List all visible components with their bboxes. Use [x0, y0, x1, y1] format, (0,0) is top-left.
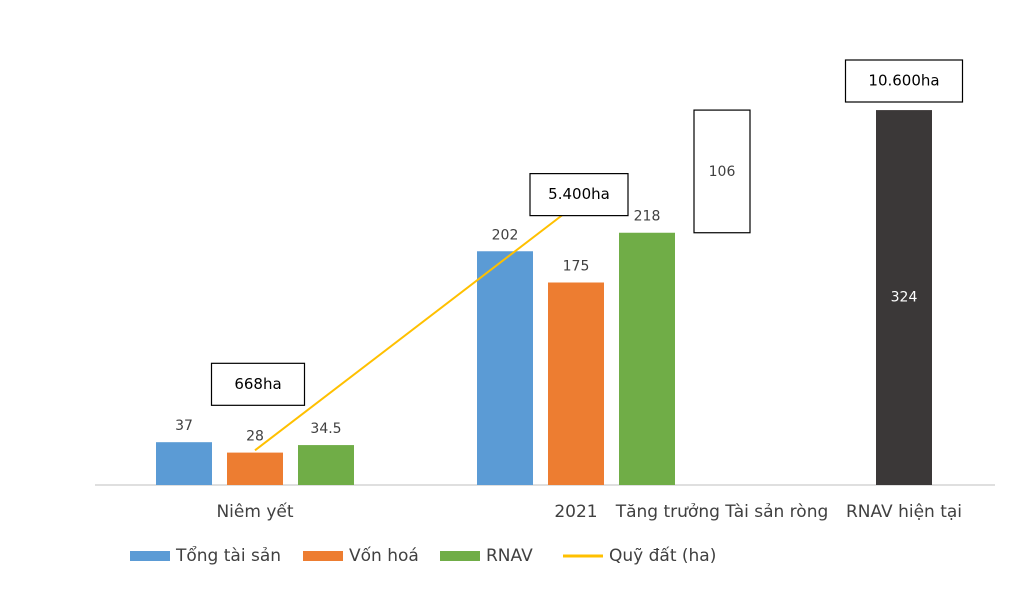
bar: [619, 232, 675, 485]
data-label: 106: [709, 164, 736, 180]
data-label: 5.400ha: [548, 185, 610, 203]
bar: [477, 251, 533, 485]
label-box: [844, 59, 964, 103]
bar: [156, 442, 212, 485]
bar: [548, 282, 604, 485]
data-label: 218: [634, 209, 661, 225]
data-label: 668ha: [234, 375, 281, 393]
waterfall-step: [693, 109, 751, 234]
data-label: 175: [563, 259, 590, 275]
legend-label: Quỹ đất (ha): [609, 545, 716, 566]
data-label: 10.600ha: [868, 72, 939, 90]
bar: [298, 445, 354, 485]
x-tick-label: 2021: [554, 502, 597, 522]
data-label: 202: [492, 227, 519, 243]
bar: [227, 452, 283, 485]
data-label: 324: [891, 290, 918, 306]
x-tick-label: Tăng trưởng Tài sản ròng: [615, 502, 829, 522]
waterfall-total: [876, 110, 932, 485]
label-box: [210, 362, 306, 406]
legend-label: RNAV: [486, 546, 533, 566]
legend-swatch: [440, 551, 480, 561]
x-tick-label: RNAV hiện tại: [846, 502, 962, 522]
x-tick-label: Niêm yết: [216, 501, 293, 522]
data-label: 34.5: [310, 421, 341, 437]
legend-label: Tổng tài sản: [175, 545, 281, 566]
label-box: [529, 173, 629, 217]
legend-swatch: [130, 551, 170, 561]
data-label: 28: [246, 429, 264, 445]
data-label: 37: [175, 418, 193, 434]
legend-label: Vốn hoá: [349, 545, 419, 566]
legend-swatch: [303, 551, 343, 561]
